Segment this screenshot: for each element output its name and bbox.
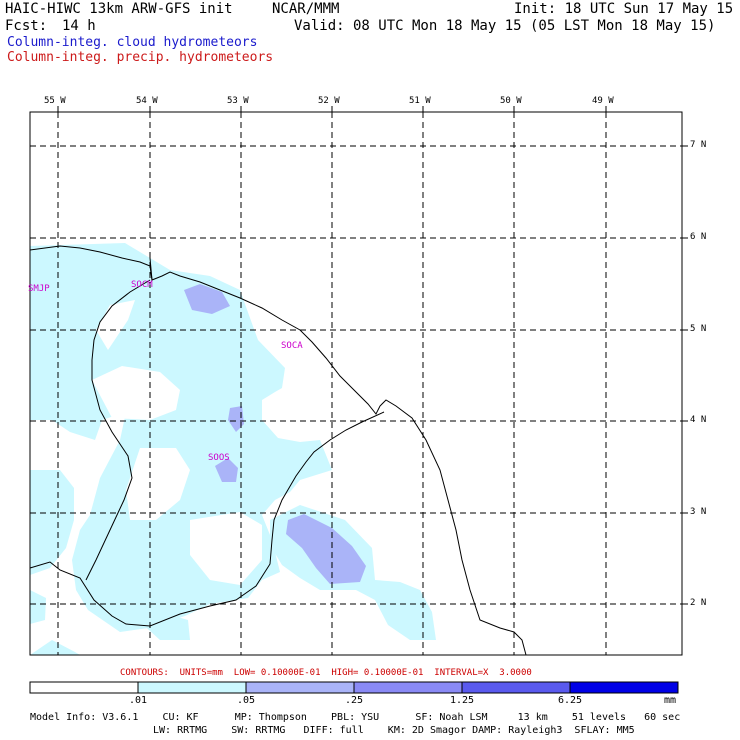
cloud-gaps [92,300,262,585]
colorbar-bin-2 [245,681,355,694]
model-info-line1: Model Info: V3.6.1 CU: KF MP: Thompson P… [30,712,681,723]
lon-label-54w: 54 W [136,96,158,106]
field-precip-label: Column-integ. precip. hydrometeors [7,50,274,65]
colorbar-label-2: .25 [345,695,364,706]
lat-ticks [682,145,688,605]
colorbar-unit: mm [664,695,677,706]
graticule [30,112,682,655]
field-cloud-label: Column-integ. cloud hydrometeors [7,35,258,50]
lon-label-53w: 53 W [227,96,249,106]
model-info-line2: LW: RRTMG SW: RRTMG DIFF: full KM: 2D Sm… [153,725,635,736]
cloud-medium-shading [184,284,366,584]
lon-label-51w: 51 W [409,96,431,106]
colorbar [29,681,679,694]
colorbar-label-4: 6.25 [558,695,583,706]
plot-title: HAIC-HIWC 13km ARW-GFS init [5,1,233,17]
cloud-light-shading [30,243,436,655]
colorbar-bin-5 [569,681,679,694]
lon-ticks [57,106,607,112]
station-soos: SOOS [208,453,230,463]
station-smjp: SMJP [28,284,50,294]
forecast-label: Fcst: [5,18,48,34]
init-time: Init: 18 UTC Sun 17 May 15 [514,1,734,17]
lat-label-5n: 5 N [690,324,707,334]
lat-label-2n: 2 N [690,598,707,608]
colorbar-bin-0 [29,681,139,694]
coastline-borders [29,245,527,656]
forecast-hour: 14 h [62,18,96,34]
colorbar-bin-3 [353,681,463,694]
map-frame [29,111,683,656]
colorbar-label-3: 1.25 [450,695,475,706]
station-socm: SOCM [131,280,153,290]
lat-label-6n: 6 N [690,232,707,242]
lon-label-52w: 52 W [318,96,340,106]
lon-label-50w: 50 W [500,96,522,106]
lon-label-49w: 49 W [592,96,614,106]
valid-time: Valid: 08 UTC Mon 18 May 15 (05 LST Mon … [294,18,716,34]
contours-info: CONTOURS: UNITS=mm LOW= 0.10000E-01 HIGH… [120,668,532,678]
colorbar-label-0: .01 [129,695,148,706]
lat-label-7n: 7 N [690,140,707,150]
org-label: NCAR/MMM [272,1,340,17]
lon-label-55w: 55 W [44,96,66,106]
lat-label-3n: 3 N [690,507,707,517]
lat-label-4n: 4 N [690,415,707,425]
colorbar-bin-4 [461,681,571,694]
colorbar-bin-1 [137,681,247,694]
colorbar-label-1: .05 [237,695,256,706]
station-soca: SOCA [281,341,303,351]
